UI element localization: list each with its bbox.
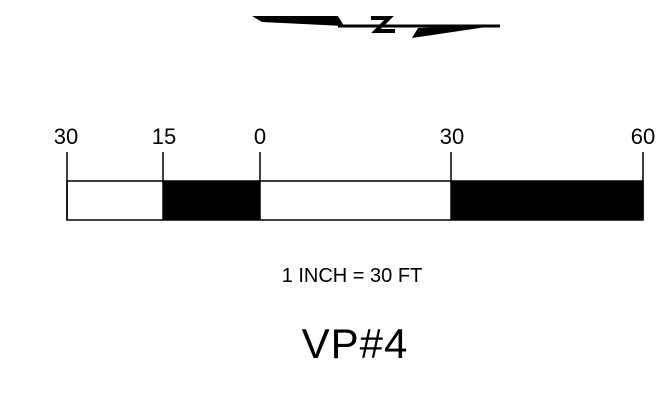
north-arrow-right-blade <box>412 25 500 38</box>
scale-tick-label-4: 30 <box>440 124 464 149</box>
scale-segment-1 <box>67 181 163 220</box>
scale-caption: 1 INCH = 30 FT <box>282 265 423 287</box>
north-arrow-icon <box>252 16 500 38</box>
scale-segment-4 <box>451 181 643 220</box>
scale-tick-label-3: 0 <box>254 124 266 149</box>
scale-tick-label-5: 60 <box>631 124 655 149</box>
north-arrow-letter-n <box>371 16 395 33</box>
scale-tick-label-2: 15 <box>152 124 176 149</box>
scale-bar: 30 15 0 30 60 <box>54 124 655 221</box>
north-arrow-left-blade <box>252 16 344 26</box>
scale-tick-label-1: 30 <box>54 124 78 149</box>
scale-segment-2 <box>163 181 260 220</box>
sheet-title: VP#4 <box>302 320 409 367</box>
scale-segment-3 <box>260 181 451 220</box>
